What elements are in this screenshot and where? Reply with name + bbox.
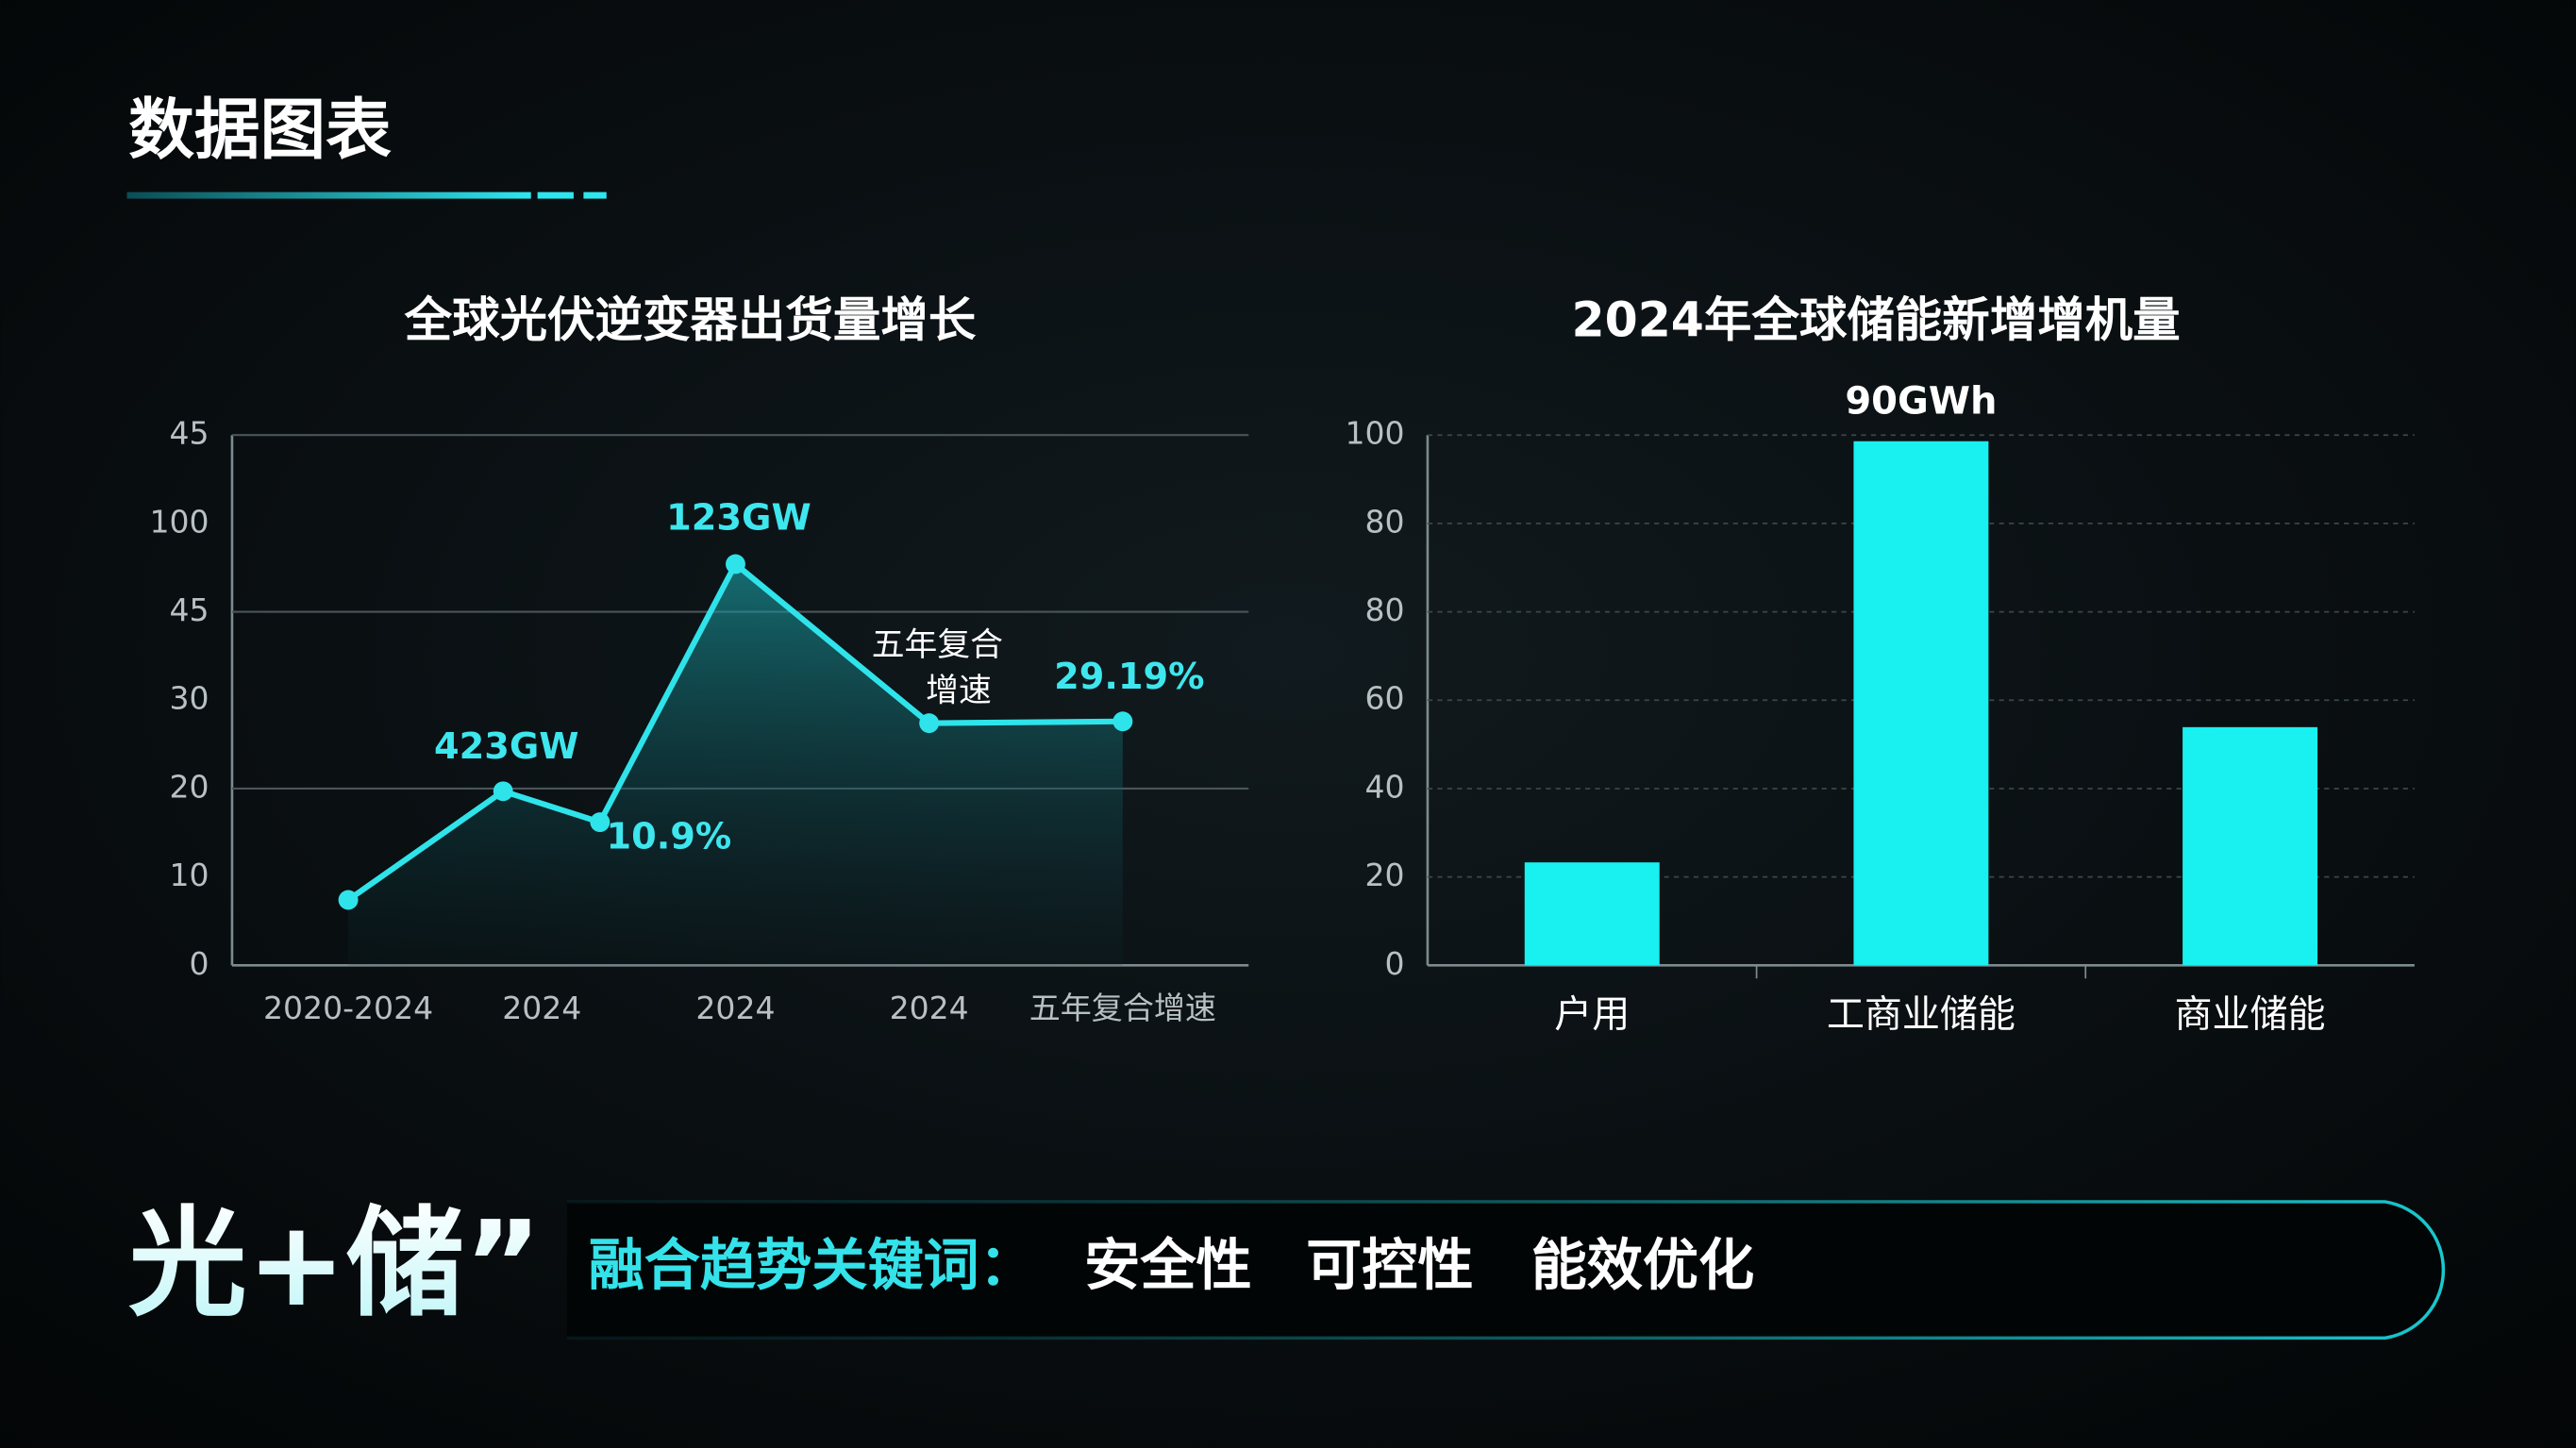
annotation: 29.19%	[1054, 656, 1204, 698]
y-tick-label: 40	[1365, 768, 1405, 805]
page-title: 数据图表	[128, 92, 392, 169]
title-underline	[126, 191, 531, 199]
annotation: 90GWh	[1845, 380, 1997, 424]
bar	[1853, 441, 1989, 966]
point	[493, 781, 513, 802]
y-tick-label: 0	[190, 945, 209, 982]
y-tick-label: 20	[1365, 857, 1405, 893]
y-tick-label: 45	[170, 415, 209, 452]
y-tick-label: 0	[1385, 945, 1405, 982]
y-tick-label: 80	[1365, 503, 1405, 540]
x-tick-label: 五年复合增速	[1029, 990, 1216, 1026]
y-tick-label: 30	[170, 680, 209, 717]
x-tick-label: 户用	[1554, 992, 1630, 1036]
chart-title: 2024年全球储能新增增机量	[1571, 291, 2180, 347]
y-tick-label: 100	[150, 503, 209, 540]
slogan: 光+储”	[128, 1195, 542, 1333]
y-tick-label: 10	[170, 857, 209, 893]
annotation: 423GW	[434, 725, 579, 768]
chart-title: 全球光伏逆变器出货量增长	[404, 291, 977, 347]
keyword: 能效优化	[1531, 1232, 1755, 1297]
x-tick-label: 2024	[890, 990, 969, 1026]
point	[1112, 711, 1133, 732]
point	[919, 713, 940, 734]
x-tick-label: 商业储能	[2175, 992, 2326, 1036]
x-tick-label: 工商业储能	[1827, 992, 2016, 1036]
keyword-box	[566, 1200, 2446, 1340]
y-tick-label: 100	[1345, 415, 1404, 452]
bar	[2183, 726, 2318, 966]
x-tick-label: 2024	[695, 990, 775, 1026]
title-dash	[583, 191, 607, 199]
point	[726, 554, 745, 574]
y-tick-label: 20	[170, 768, 209, 805]
bar	[1524, 862, 1660, 966]
annotation: 增速	[926, 673, 992, 710]
y-tick-label: 45	[170, 591, 209, 628]
y-tick-label: 80	[1365, 591, 1405, 628]
annotation: 五年复合	[872, 626, 1003, 664]
annotation: 10.9%	[607, 815, 732, 857]
keyword-label: 融合趋势关键词：	[589, 1232, 1035, 1297]
keyword: 可控性	[1306, 1232, 1473, 1297]
point	[590, 812, 611, 832]
x-tick-label: 2020-2024	[263, 990, 433, 1026]
point	[338, 890, 359, 910]
x-tick-label: 2024	[502, 990, 581, 1026]
line	[346, 560, 1123, 903]
annotation: 123GW	[666, 496, 811, 539]
keyword: 安全性	[1084, 1232, 1251, 1297]
y-tick-label: 60	[1365, 680, 1405, 717]
area	[348, 563, 1123, 966]
title-dash	[537, 191, 574, 199]
